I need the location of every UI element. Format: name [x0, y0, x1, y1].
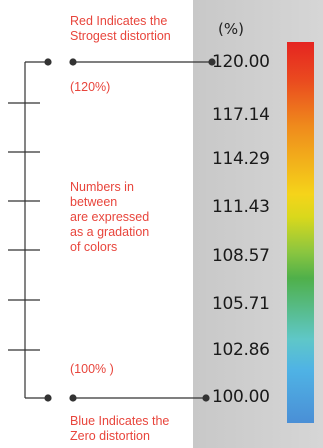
tick-label: 111.43 [212, 197, 270, 217]
gradation-note: Numbers in between are expressed as a gr… [70, 180, 150, 254]
bracket-bottom-dot [44, 394, 52, 402]
bracket-top-dot [44, 58, 52, 66]
tick-label: 100.00 [212, 387, 270, 407]
color-gradient-bar [287, 42, 314, 423]
pointer-top-start-dot [69, 58, 77, 66]
red-meaning-note: Red Indicates the Strogest distortion [70, 14, 171, 43]
pointer-top-end-dot [208, 58, 216, 66]
tick-label: 114.29 [212, 149, 270, 169]
pointer-bottom-start-dot [69, 394, 77, 402]
tick-label: 105.71 [212, 294, 270, 314]
top-percent-label: (120%) [70, 80, 111, 94]
tick-label: 108.57 [212, 246, 270, 266]
bottom-percent-label: (100% ) [70, 362, 114, 376]
tick-label: 102.86 [212, 340, 270, 360]
tick-label: 117.14 [212, 105, 270, 125]
tick-label: 120.00 [212, 52, 270, 72]
unit-label: (%) [218, 20, 244, 38]
pointer-bottom-end-dot [202, 394, 210, 402]
blue-meaning-note: Blue Indicates the Zero distortion [70, 414, 170, 443]
